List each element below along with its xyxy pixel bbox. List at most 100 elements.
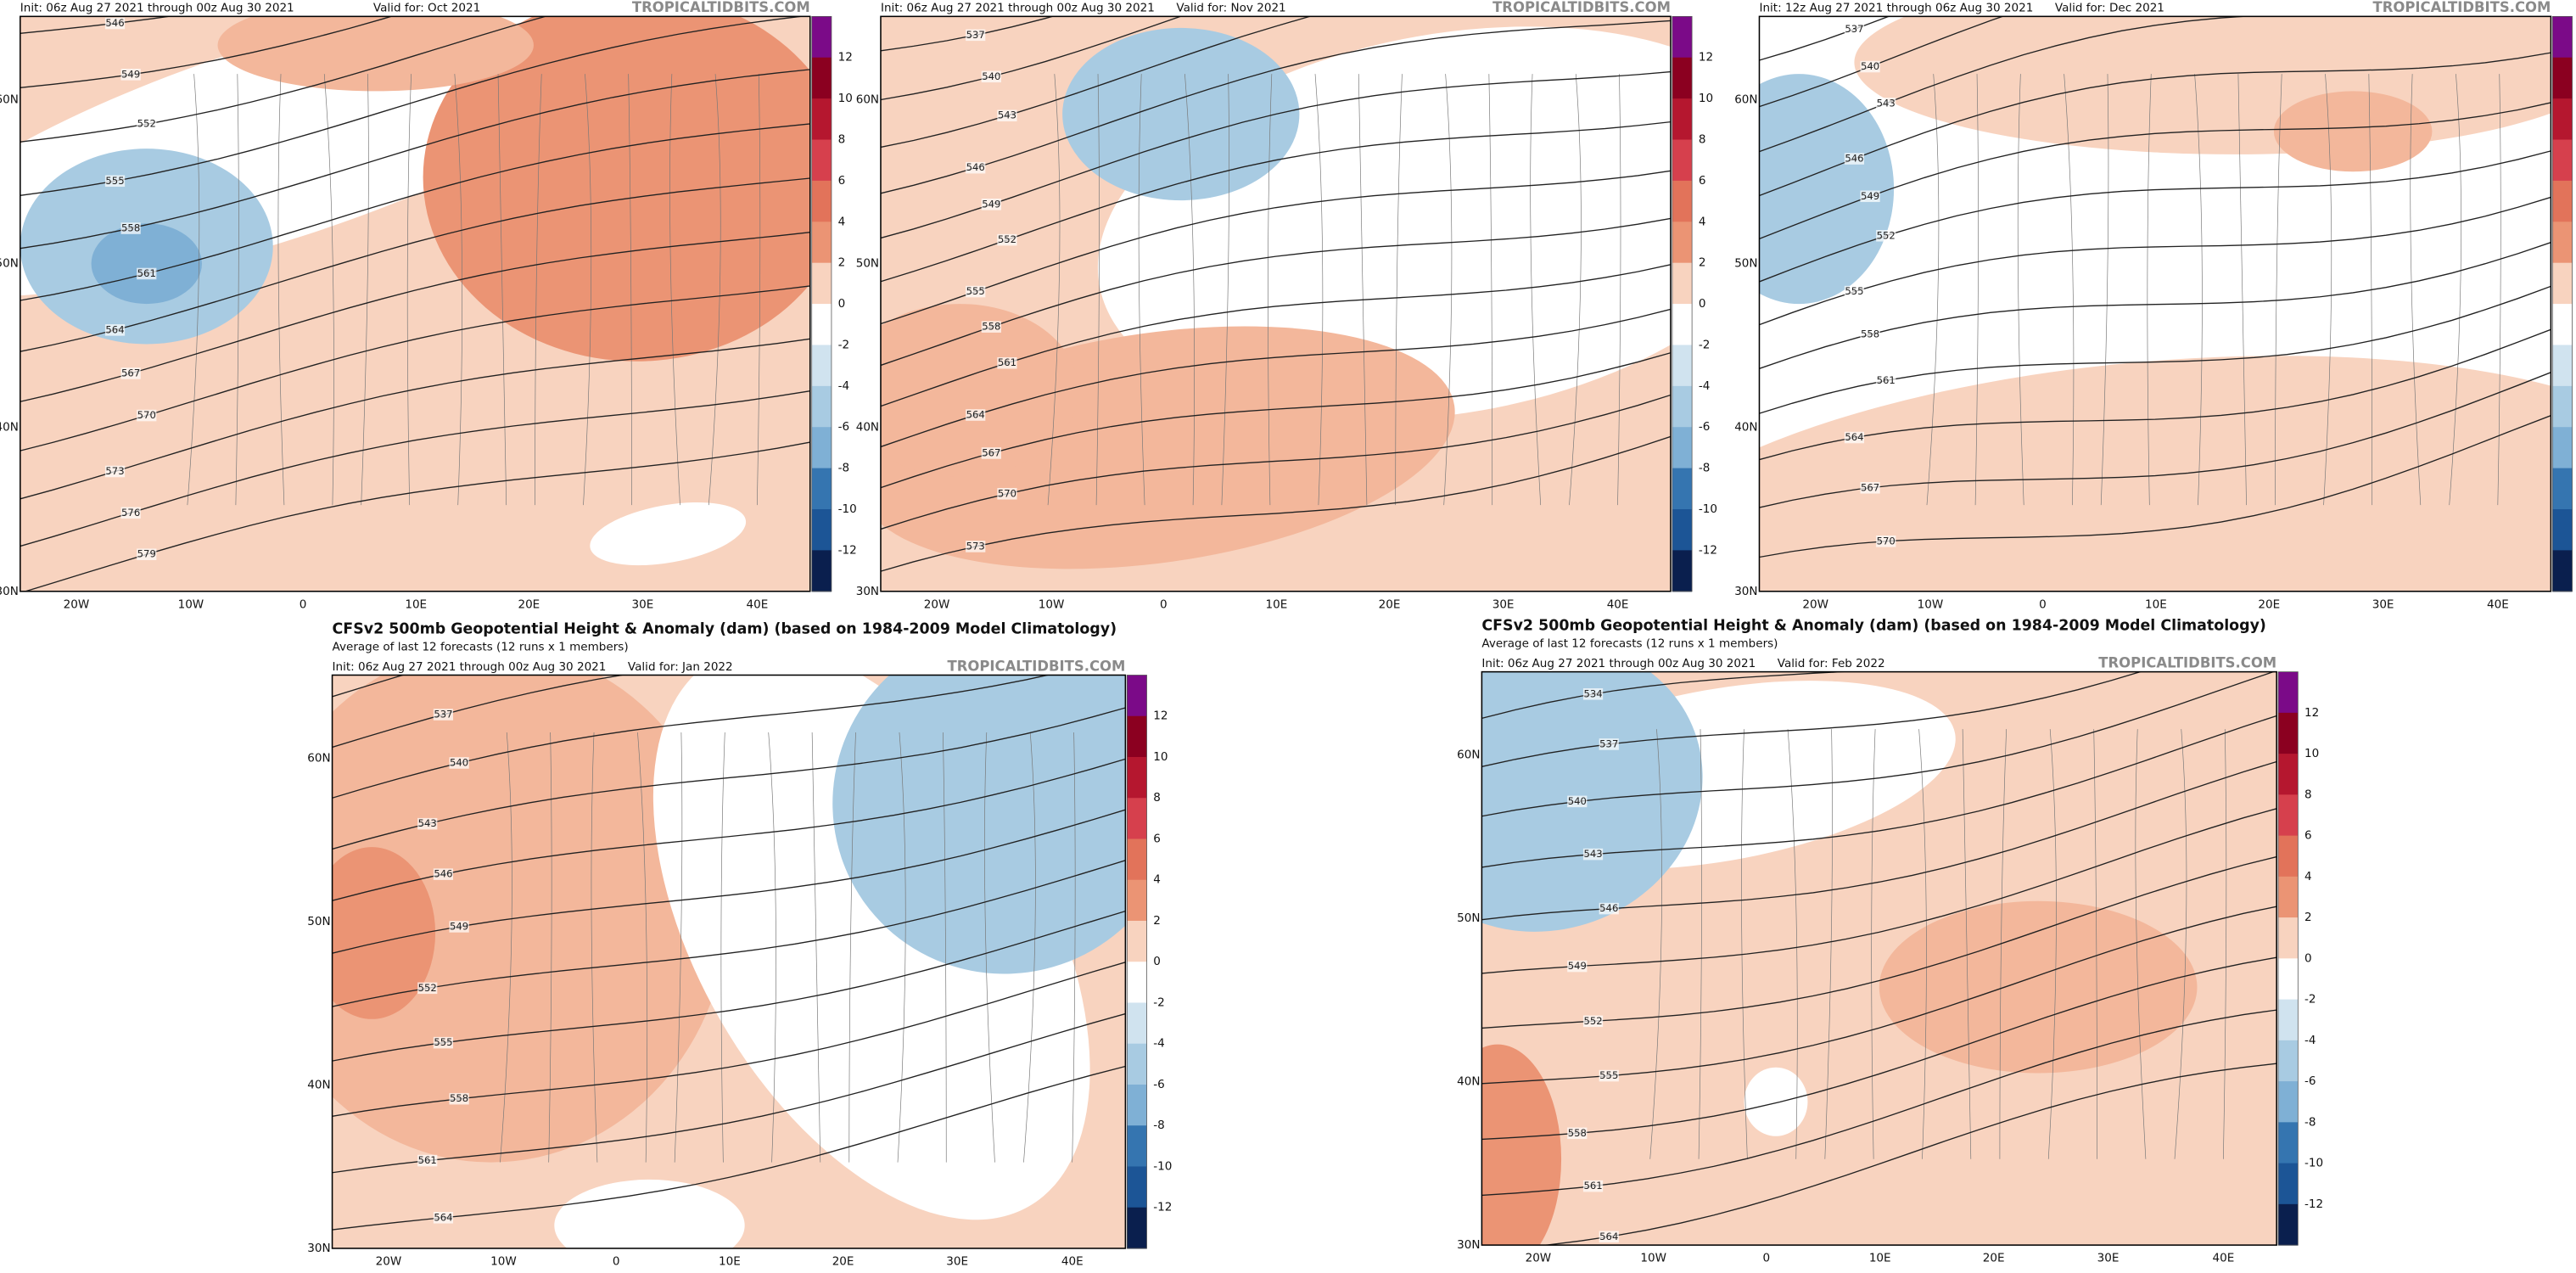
colorbar-label: 8	[1153, 791, 1161, 805]
border-line	[323, 74, 334, 506]
colorbar-label: -4	[838, 379, 850, 393]
lat-label: 30N	[307, 1242, 330, 1255]
contour-label-bg	[120, 222, 141, 234]
colorbar-label: 6	[1699, 174, 1706, 188]
border-line	[1138, 74, 1145, 506]
colorbar-label: -6	[1699, 420, 1711, 434]
contour-label-bg	[417, 817, 438, 830]
anomaly-region	[881, 304, 1078, 477]
colorbar-band	[1672, 16, 1693, 59]
init-label: Init: 06z Aug 27 2021 through 00z Aug 30…	[333, 660, 607, 674]
colorbar-label: -6	[2304, 1074, 2316, 1088]
lon-label: 10W	[1640, 1252, 1666, 1265]
colorbar-label: -10	[1699, 502, 1717, 516]
colorbar-label: 12	[2304, 706, 2319, 720]
lat-label: 60N	[307, 751, 330, 765]
contour-label-bg	[1567, 795, 1588, 808]
colorbar-label: 4	[1153, 873, 1161, 887]
contour-label-bg	[433, 1212, 454, 1224]
colorbar-band	[1127, 838, 1147, 881]
colorbar-band	[1672, 468, 1693, 510]
colorbar-band	[811, 345, 832, 387]
colorbar-band	[2278, 671, 2299, 714]
lon-label: 30E	[2097, 1252, 2120, 1265]
lon-label: 20E	[832, 1254, 854, 1268]
contour-label-bg	[981, 199, 1001, 210]
colorbar-band	[1127, 1084, 1147, 1126]
border-line	[1047, 74, 1061, 506]
contour-label: 549	[982, 198, 1000, 210]
colorbar-label: -8	[1699, 462, 1711, 475]
colorbar-label: -12	[838, 543, 857, 557]
contour-line	[20, 177, 810, 352]
colorbar-band	[2552, 550, 2573, 592]
map-panel: CFSv2 500mb Geopotential Height & Anomal…	[307, 620, 1172, 1268]
colorbar-band	[811, 57, 832, 99]
border-line	[2017, 74, 2024, 506]
colorbar-band	[2552, 468, 2573, 510]
border-line	[1999, 729, 2007, 1159]
colorbar-band	[811, 468, 832, 510]
contour-label: 561	[998, 356, 1016, 368]
lon-label: 30E	[2372, 597, 2394, 611]
contour-label: 540	[1861, 60, 1879, 72]
contour-label: 561	[137, 267, 156, 279]
colorbar-band	[1672, 304, 1693, 346]
lat-label: 30N	[1734, 585, 1757, 598]
lon-label: 40E	[1061, 1254, 1084, 1268]
colorbar-band	[1127, 756, 1147, 799]
contour-label: 564	[1845, 431, 1863, 443]
contour-line	[20, 16, 394, 89]
contour-line	[881, 435, 1671, 572]
contour-line	[1759, 52, 2551, 197]
border-line	[277, 74, 285, 506]
colorbar-band	[811, 385, 832, 428]
colorbar-band	[2278, 1163, 2299, 1205]
contour-label: 552	[418, 982, 437, 994]
colorbar-band	[1672, 427, 1693, 469]
colorbar-label: -6	[1153, 1078, 1165, 1091]
credit: TROPICALTIDBITS.COM	[2373, 0, 2551, 15]
contour-line	[881, 20, 1671, 194]
init-label: Init: 06z Aug 27 2021 through 00z Aug 30…	[20, 2, 294, 15]
init-label: Init: 06z Aug 27 2021 through 00z Aug 30…	[881, 2, 1155, 15]
anomaly-region	[1879, 900, 2198, 1074]
contour-label: 552	[998, 233, 1016, 245]
contour-label-bg	[997, 488, 1017, 500]
contour-label-bg	[981, 321, 1001, 333]
contour-line	[20, 390, 810, 547]
colorbar-label: 12	[1699, 51, 1713, 64]
colorbar-band	[2278, 958, 2299, 1001]
lat-label: 40N	[0, 421, 19, 435]
contour-label: 564	[434, 1211, 452, 1223]
contour-line	[1481, 808, 2277, 974]
contour-label: 558	[450, 1092, 468, 1104]
border-line	[1787, 729, 1798, 1159]
contour-line	[332, 860, 1126, 1007]
colorbar-band	[1672, 57, 1693, 99]
colorbar-band	[1127, 920, 1147, 962]
colorbar-band	[2552, 427, 2573, 469]
colorbar-label: -12	[1699, 543, 1717, 557]
map-panel: CFSv2 500mb Geopotential Height & Anomal…	[1457, 617, 2323, 1265]
contour-line	[1481, 671, 2276, 817]
contour-label-bg	[1876, 536, 1896, 547]
lat-label: 50N	[307, 915, 330, 928]
border-line	[2275, 74, 2282, 506]
contour-line	[881, 217, 1671, 367]
contour-label: 579	[137, 548, 156, 560]
colorbar-band	[2278, 712, 2299, 754]
lat-label: 50N	[0, 257, 19, 271]
border-line	[583, 74, 592, 506]
border-line	[1443, 74, 1453, 506]
colorbar-band	[1672, 180, 1693, 222]
colorbar-band	[1127, 1166, 1147, 1209]
contour-label-bg	[966, 161, 986, 174]
lat-label: 60N	[856, 93, 879, 107]
colorbar-label: 2	[2304, 911, 2312, 924]
border-line	[1741, 729, 1748, 1159]
contour-line	[332, 707, 1126, 850]
border-line	[406, 74, 412, 506]
